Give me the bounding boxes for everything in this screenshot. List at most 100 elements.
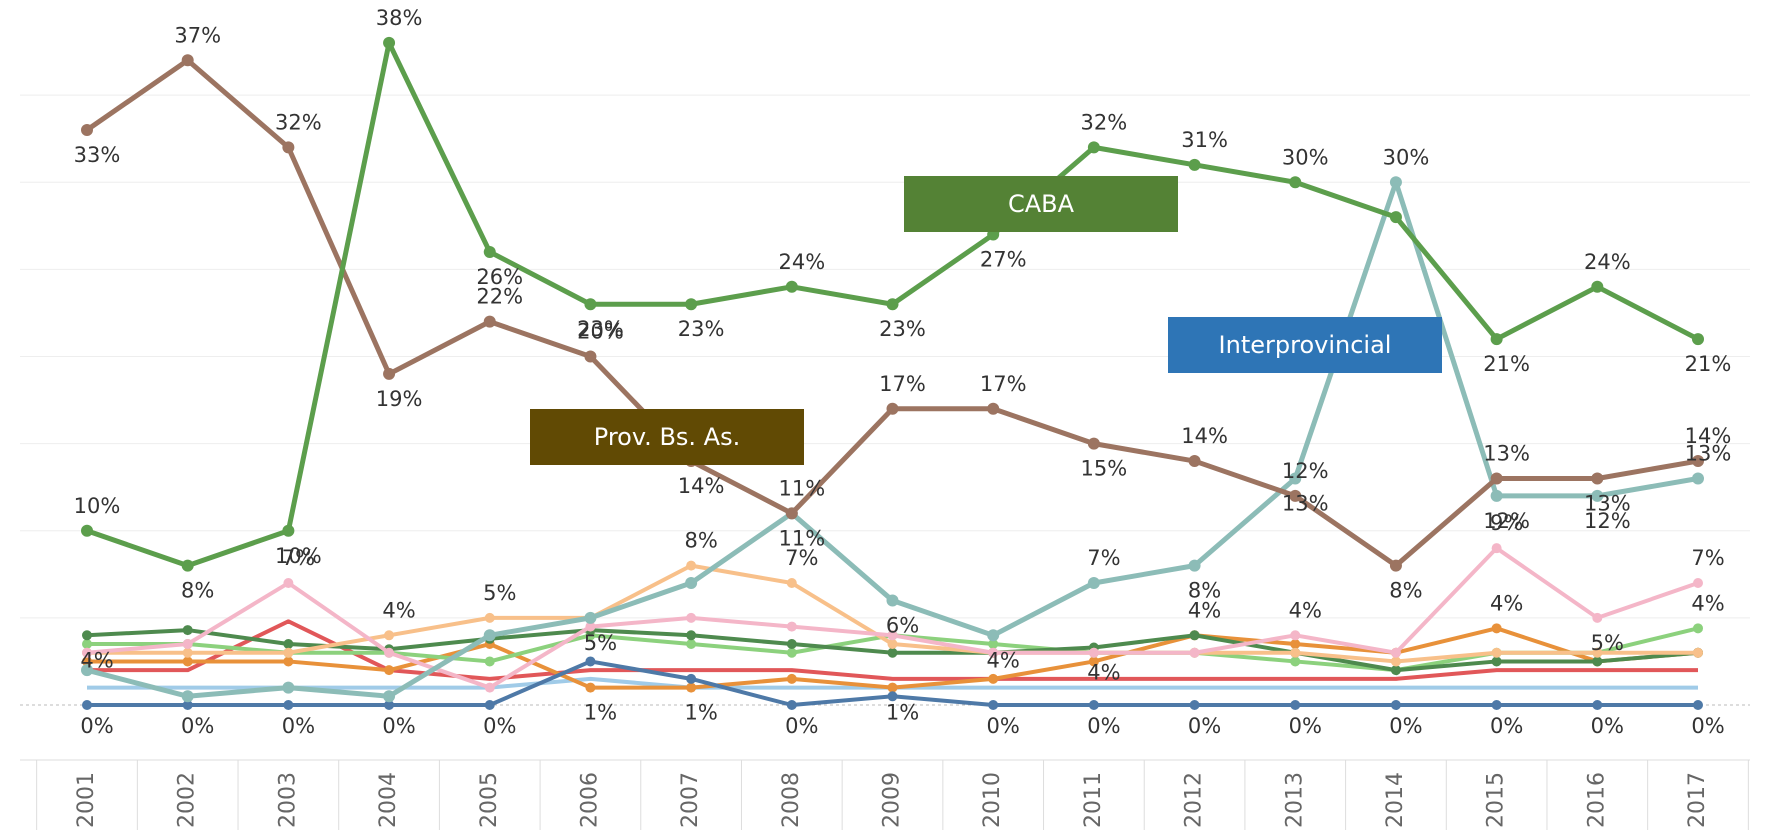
data-point <box>1692 472 1704 485</box>
data-point <box>686 639 697 650</box>
data-point <box>1693 623 1703 634</box>
data-label: 7% <box>1691 546 1724 570</box>
data-label: 33% <box>74 143 121 167</box>
data-point <box>384 630 395 641</box>
data-label: 1% <box>684 701 717 725</box>
data-point <box>182 700 193 710</box>
data-point <box>383 367 396 380</box>
data-point <box>887 630 898 641</box>
data-point <box>82 639 92 650</box>
data-label: 9% <box>1490 511 1523 535</box>
data-label: 10% <box>275 544 322 568</box>
data-label: 14% <box>678 474 725 498</box>
data-point <box>785 507 798 520</box>
data-point <box>686 560 697 571</box>
data-point <box>1591 472 1604 485</box>
data-label: 0% <box>282 714 315 738</box>
data-point <box>182 625 193 636</box>
data-point <box>1088 647 1099 658</box>
data-label: 0% <box>1691 714 1724 738</box>
data-label: 4% <box>1087 660 1120 684</box>
series-label: Interprovincial <box>1219 331 1392 359</box>
data-label: 14% <box>1181 424 1228 448</box>
data-point <box>685 577 698 590</box>
data-label: 8% <box>181 579 214 603</box>
data-point <box>988 700 999 710</box>
data-label: 0% <box>1087 714 1120 738</box>
data-point <box>484 656 495 667</box>
data-label: 5% <box>483 581 516 605</box>
data-point <box>82 647 92 658</box>
data-point <box>1591 489 1604 502</box>
data-point <box>283 656 294 667</box>
data-label: 14% <box>1685 424 1732 448</box>
series-label-box <box>530 409 804 465</box>
data-point <box>1188 158 1201 171</box>
data-point <box>1693 647 1703 658</box>
data-point <box>1592 656 1603 667</box>
x-tick-label: 2014 <box>1383 772 1408 828</box>
data-label: 8% <box>684 529 717 553</box>
data-point <box>1188 559 1201 572</box>
data-point <box>1290 639 1301 650</box>
data-point <box>182 647 193 658</box>
data-label: 7% <box>282 546 315 570</box>
data-point <box>81 524 93 537</box>
data-label: 24% <box>1584 250 1631 274</box>
data-point <box>1490 472 1503 485</box>
data-point <box>182 656 193 667</box>
data-point <box>383 36 396 49</box>
data-point <box>383 690 396 703</box>
data-point <box>1390 665 1401 676</box>
data-point <box>384 700 395 710</box>
data-point <box>887 682 898 693</box>
x-tick-label: 2017 <box>1685 772 1710 828</box>
series-label: CABA <box>1008 190 1075 218</box>
data-point <box>283 647 294 658</box>
data-label: 22% <box>476 285 523 309</box>
data-label: 13% <box>1282 491 1329 515</box>
data-label: 7% <box>785 546 818 570</box>
data-point <box>584 298 597 311</box>
data-point <box>886 402 899 415</box>
data-label: 0% <box>785 714 818 738</box>
data-point <box>987 629 1000 642</box>
series-label-box <box>1168 317 1442 373</box>
data-point <box>282 524 295 537</box>
data-point <box>585 682 596 693</box>
data-label: 0% <box>181 714 214 738</box>
data-point <box>1592 612 1603 623</box>
data-label: 0% <box>1591 714 1624 738</box>
data-label: 26% <box>476 265 523 289</box>
data-point <box>887 691 898 702</box>
data-point <box>686 673 697 684</box>
data-label: 30% <box>1383 145 1430 169</box>
data-point <box>484 612 495 623</box>
data-point <box>987 402 1000 415</box>
x-tick-label: 2010 <box>980 772 1005 828</box>
data-point <box>181 559 194 572</box>
data-point <box>1290 700 1301 710</box>
data-point <box>1390 700 1401 710</box>
data-label: 12% <box>1584 509 1631 533</box>
data-label: 23% <box>678 317 725 341</box>
data-point <box>887 639 898 650</box>
data-point <box>483 629 496 642</box>
data-point <box>686 630 697 641</box>
data-label: 0% <box>382 714 415 738</box>
data-point <box>1390 656 1401 667</box>
data-point <box>786 621 797 632</box>
data-point <box>1088 700 1099 710</box>
x-tick-label: 2003 <box>275 772 300 828</box>
data-point <box>1390 647 1401 658</box>
data-point <box>988 639 999 650</box>
x-tick-label: 2001 <box>74 772 99 828</box>
data-label: 4% <box>987 648 1020 672</box>
data-label: 4% <box>1188 598 1221 622</box>
x-tick-label: 2007 <box>678 772 703 828</box>
data-point <box>1491 623 1502 634</box>
data-label: 4% <box>1490 591 1523 615</box>
data-point <box>1692 455 1704 468</box>
x-tick-label: 2009 <box>880 772 905 828</box>
data-label: 8% <box>1188 579 1221 603</box>
